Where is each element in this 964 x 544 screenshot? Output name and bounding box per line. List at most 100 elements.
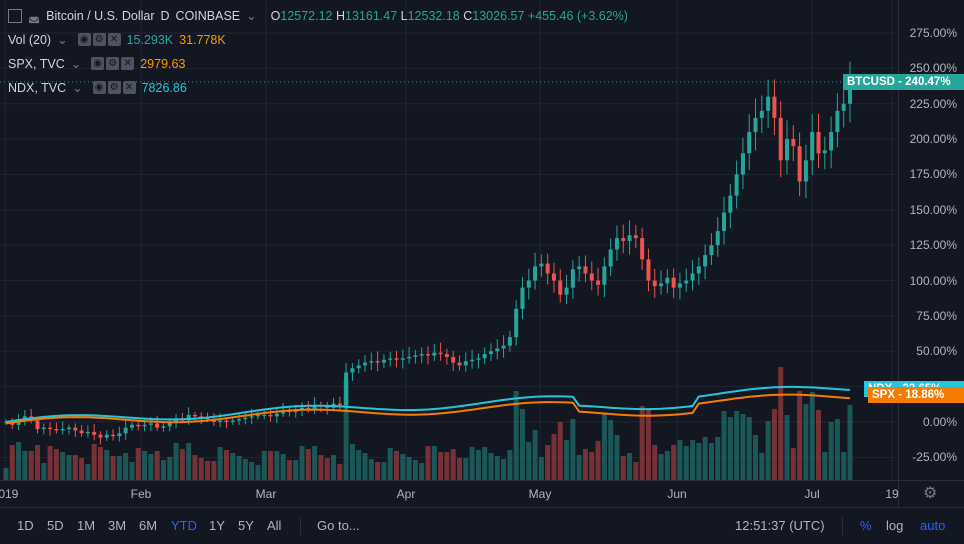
close-icon[interactable]: ✕ — [122, 81, 136, 94]
close-icon[interactable]: ✕ — [121, 57, 135, 70]
time-tick-label: May — [528, 487, 552, 501]
price-axis[interactable]: 275.00% 250.00% 225.00% 200.00% 175.00% 150.0… — [898, 0, 964, 480]
collapse-icon[interactable] — [8, 8, 22, 23]
volume-bar — [519, 409, 525, 480]
change-value: +455.46 (+3.62%) — [527, 8, 628, 23]
volume-bar — [97, 447, 103, 480]
indicator-vol[interactable]: Vol (20) ⌄ ◉ ⚙ ✕ 15.293K 31.778K — [8, 32, 226, 48]
badge-symbol: SPX — [872, 389, 896, 402]
volume-bar — [261, 451, 267, 480]
volume-bar — [664, 451, 670, 480]
candle-body — [514, 308, 519, 338]
candle-body — [501, 345, 506, 349]
candle-body — [671, 277, 676, 288]
chevron-down-icon[interactable]: ⌄ — [57, 33, 68, 47]
volume-bar — [564, 440, 570, 480]
volume-bar — [66, 455, 72, 480]
candle-body — [41, 427, 46, 430]
time-tick-label: Feb — [130, 487, 152, 501]
candle-body — [22, 416, 27, 420]
volume-bar — [847, 405, 853, 480]
candle-body — [381, 359, 386, 363]
volume-bar — [595, 441, 601, 480]
time-axis[interactable]: 2019 Feb Mar Apr May Jun Jul 19 — [0, 480, 899, 507]
log-toggle[interactable]: log — [886, 518, 904, 533]
chart-settings[interactable]: ⚙ — [898, 480, 964, 507]
goto-button[interactable]: Go to... — [317, 518, 360, 533]
indicator-name[interactable]: SPX, TVC — [8, 56, 65, 71]
candle-body — [841, 103, 846, 111]
candle-body — [224, 420, 229, 422]
volume-bar — [28, 451, 34, 480]
indicator-name[interactable]: NDX, TVC — [8, 80, 67, 95]
volume-bar — [450, 449, 456, 480]
price-tick-label: 50.00% — [916, 344, 957, 359]
candle-body — [92, 431, 97, 435]
range-5d[interactable]: 5D — [47, 518, 64, 533]
volume-bar — [658, 454, 664, 480]
range-1m[interactable]: 1M — [77, 518, 96, 533]
candle-body — [325, 406, 330, 408]
gear-icon[interactable]: ⚙ — [106, 57, 120, 70]
range-5y[interactable]: 5Y — [238, 518, 254, 533]
volume-bar — [494, 456, 500, 480]
volume-bar — [123, 453, 129, 480]
candle-body — [237, 419, 242, 421]
clock[interactable]: 12:51:37 (UTC) — [735, 518, 825, 533]
exchange[interactable]: COINBASE — [175, 8, 241, 23]
volume-bar — [538, 457, 544, 480]
gear-icon[interactable]: ⚙ — [92, 33, 106, 46]
spx-price-badge: SPX - 18.86% — [868, 387, 964, 404]
range-3m[interactable]: 3M — [108, 518, 127, 533]
volume-bar — [475, 450, 481, 480]
candle-body — [142, 424, 147, 427]
candle-body — [66, 427, 71, 430]
symbol-title[interactable]: Bitcoin / U.S. Dollar — [46, 8, 155, 23]
eye-icon[interactable]: ◉ — [77, 33, 91, 46]
range-1y[interactable]: 1Y — [209, 518, 225, 533]
interval[interactable]: D — [160, 8, 170, 23]
auto-toggle[interactable]: auto — [920, 518, 946, 533]
range-all[interactable]: All — [267, 518, 282, 533]
eye-icon[interactable]: ◉ — [91, 57, 105, 70]
divider — [842, 517, 843, 535]
volume-bar — [400, 454, 406, 480]
candle-body — [48, 427, 53, 430]
gear-icon[interactable]: ⚙ — [107, 81, 121, 94]
indicator-spx[interactable]: SPX, TVC ⌄ ◉ ⚙ ✕ 2979.63 — [8, 56, 185, 72]
price-chart[interactable] — [0, 0, 898, 480]
gear-icon[interactable]: ⚙ — [923, 485, 938, 502]
close-icon[interactable]: ✕ — [107, 33, 121, 46]
volume-bar — [690, 440, 696, 480]
volume-bar — [293, 460, 299, 480]
indicator-name[interactable]: Vol (20) — [8, 32, 52, 47]
candle-body — [98, 434, 103, 438]
candle-body — [583, 266, 588, 274]
candle-body — [684, 280, 689, 284]
candle-body — [218, 420, 223, 422]
chevron-down-icon[interactable]: ⌄ — [246, 9, 257, 23]
volume-bar — [431, 446, 437, 480]
range-6m[interactable]: 6M — [139, 518, 158, 533]
chart-area[interactable]: ◛ Bitcoin / U.S. Dollar D COINBASE ⌄ O12… — [0, 0, 898, 480]
volume-bar — [765, 421, 771, 480]
candle-body — [652, 280, 657, 287]
eye-icon[interactable]: ◉ — [92, 81, 106, 94]
percent-toggle[interactable]: % — [860, 518, 872, 533]
volume-bar — [771, 409, 777, 480]
flag-icon[interactable]: ◛ — [28, 9, 41, 23]
candle-body — [249, 416, 254, 418]
volume-bar — [116, 456, 122, 480]
volume-bar — [715, 437, 721, 480]
chevron-down-icon[interactable]: ⌄ — [70, 57, 82, 71]
indicator-ndx[interactable]: NDX, TVC ⌄ ◉ ⚙ ✕ 7826.86 — [8, 80, 187, 96]
chevron-down-icon[interactable]: ⌄ — [72, 81, 83, 95]
volume-bar — [677, 440, 683, 480]
candle-body — [388, 358, 393, 360]
time-tick-label: Jul — [804, 487, 820, 501]
candle-body — [646, 259, 651, 281]
candle-body — [558, 280, 563, 295]
range-1d[interactable]: 1D — [17, 518, 34, 533]
spx-line — [5, 393, 851, 425]
range-ytd[interactable]: YTD — [171, 518, 197, 533]
